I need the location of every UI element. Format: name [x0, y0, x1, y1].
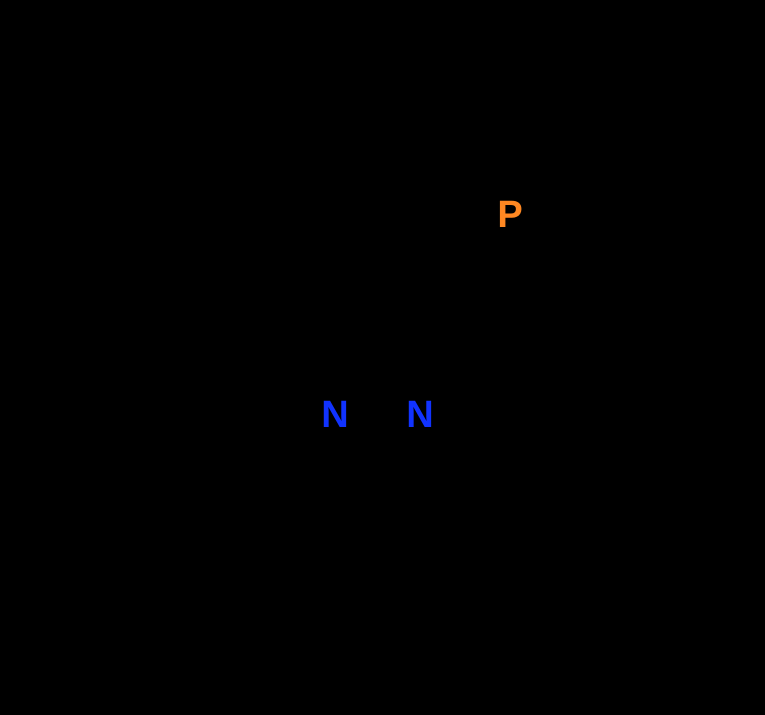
molecule-diagram: P N N: [0, 0, 765, 715]
bond-line: [388, 255, 395, 376]
bond-line: [211, 191, 313, 241]
bond-line: [612, 448, 700, 515]
bond-line: [685, 515, 700, 617]
bond-line: [495, 483, 510, 585]
bond-line: [501, 599, 568, 650]
bond-line: [55, 447, 140, 512]
atom-label-p: P: [497, 194, 522, 236]
bonds-layer: [51, 18, 705, 652]
atom-label-n: N: [321, 394, 348, 436]
bond-line: [395, 222, 489, 255]
atoms-layer: P N N: [313, 193, 532, 437]
bond-line: [152, 18, 254, 68]
bond-line: [439, 370, 495, 404]
bond-line: [520, 446, 598, 473]
bond-line: [495, 585, 583, 652]
bond-line: [204, 590, 269, 639]
bond-line: [131, 68, 152, 179]
bond-line: [388, 370, 495, 376]
bond-line: [80, 610, 190, 642]
bond-line: [510, 448, 612, 483]
bond-line: [140, 447, 250, 480]
bond-line: [250, 480, 275, 577]
bond-line: [313, 191, 395, 255]
bond-line: [131, 179, 211, 241]
bond-line: [583, 617, 685, 652]
atom-label-n: N: [406, 394, 433, 436]
bond-line: [254, 18, 334, 80]
bond-line: [382, 269, 387, 361]
bond-line: [161, 18, 239, 56]
bond-line: [438, 428, 510, 483]
bond-line: [353, 376, 388, 402]
bond-line: [190, 577, 275, 642]
bond-line: [620, 115, 675, 215]
bond-line: [136, 192, 197, 239]
bond-line: [250, 428, 318, 480]
